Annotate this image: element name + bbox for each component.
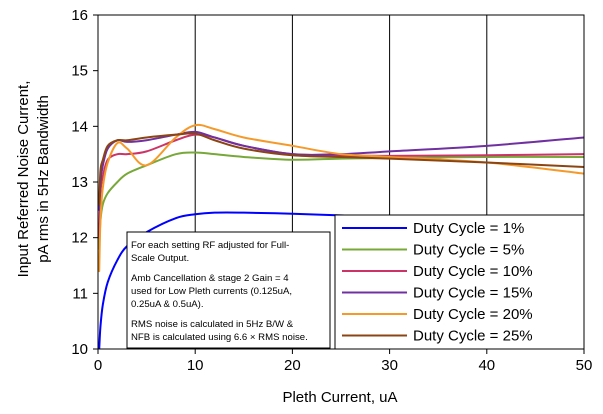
note-line: Amb Cancellation & stage 2 Gain = 4 bbox=[131, 273, 289, 284]
legend: Duty Cycle = 1% Duty Cycle = 5% Duty Cycle… bbox=[334, 214, 585, 350]
y-tick-label: 16 bbox=[71, 7, 88, 24]
annotation-note: For each setting RF adjusted for Full- S… bbox=[126, 231, 331, 349]
y-tick-label: 10 bbox=[71, 341, 88, 358]
y-tick-label: 15 bbox=[71, 63, 88, 80]
x-tick-label: 0 bbox=[94, 357, 102, 374]
note-line: Scale Output. bbox=[131, 253, 189, 264]
y-tick-label: 13 bbox=[71, 174, 88, 191]
legend-label: Duty Cycle = 1% bbox=[413, 220, 524, 237]
series-line-1 bbox=[98, 211, 391, 349]
x-tick-label: 20 bbox=[284, 357, 301, 374]
note-line: used for Low Pleth currents (0.125uA, bbox=[131, 286, 292, 297]
series-line-6 bbox=[98, 132, 584, 206]
x-tick-label: 50 bbox=[576, 357, 593, 374]
x-tick-label: 30 bbox=[381, 357, 398, 374]
note-line: 0.25uA & 0.5uA). bbox=[131, 299, 204, 310]
series-layer bbox=[98, 123, 584, 349]
series-group bbox=[98, 123, 584, 349]
legend-label: Duty Cycle = 5% bbox=[413, 242, 524, 259]
legend-label: Duty Cycle = 15% bbox=[413, 285, 533, 302]
note-line: For each setting RF adjusted for Full- bbox=[131, 240, 289, 251]
legend-label: Duty Cycle = 25% bbox=[413, 328, 533, 345]
legend-label: Duty Cycle = 10% bbox=[413, 263, 533, 280]
y-tick-label: 11 bbox=[72, 285, 88, 302]
series-line-5 bbox=[98, 123, 584, 273]
y-axis-title-line-2: pA rms in 5Hz Bandwidth bbox=[35, 95, 52, 263]
y-tick-label: 12 bbox=[71, 230, 88, 247]
legend-box bbox=[334, 214, 585, 350]
x-axis-title: Pleth Current, uA bbox=[282, 389, 397, 406]
note-line: RMS noise is calculated in 5Hz B/W & bbox=[131, 319, 294, 330]
x-tick-label: 40 bbox=[478, 357, 495, 374]
note-line: NFB is calculated using 6.6 × RMS noise. bbox=[131, 332, 308, 343]
annotation-box bbox=[126, 231, 331, 349]
y-tick-label: 14 bbox=[71, 118, 88, 135]
y-axis-title: Input Referred Noise Current, pA rms in … bbox=[15, 81, 52, 278]
series-line-4 bbox=[98, 130, 584, 211]
x-tick-label: 10 bbox=[187, 357, 204, 374]
y-axis-title-line-1: Input Referred Noise Current, bbox=[15, 81, 32, 278]
legend-label: Duty Cycle = 20% bbox=[413, 306, 533, 323]
axis-ticks: 0 10 20 30 40 50 10 11 12 13 14 15 16 bbox=[71, 7, 592, 374]
